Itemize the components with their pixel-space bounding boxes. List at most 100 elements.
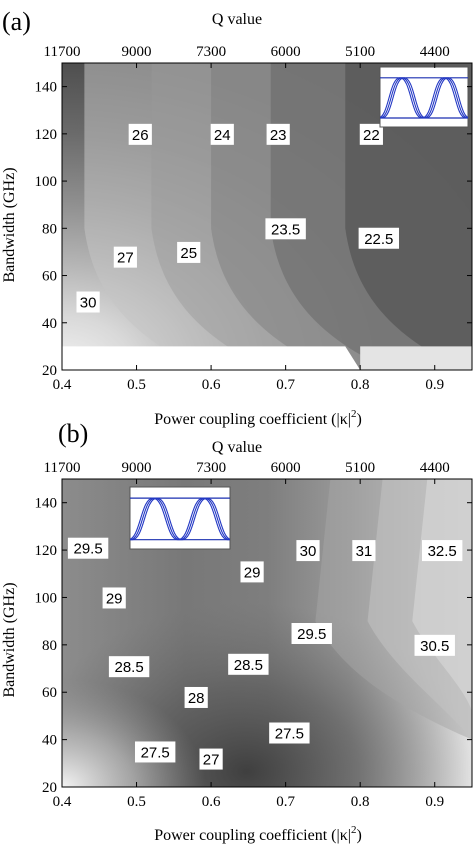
axes: 0.4 0.5 0.6 0.7 0.8 0.9 11700 9000 7300 6000 5100 4… [35, 460, 473, 810]
top-tick-label: 6000 [271, 44, 301, 60]
top-tick-label: 9000 [122, 44, 152, 60]
contour-label-box [296, 540, 320, 562]
y-tick-label: 60 [42, 269, 57, 285]
contour-label: 27 [113, 246, 137, 268]
y-axis-title: Bandwidth (GHz) [1, 167, 18, 282]
plot-frame [61, 478, 473, 788]
contour-label: 30 [76, 291, 100, 313]
top-tick-label: 5100 [345, 460, 375, 476]
contour-label-box [358, 227, 400, 249]
y-tick-label: 100 [35, 590, 58, 606]
panel-label: (b) [58, 419, 88, 448]
x-axis-title-text: Power coupling coefficient (|κ| [154, 827, 351, 844]
x-tick-label: 0.7 [276, 794, 295, 810]
y-tick-label: 80 [42, 638, 57, 654]
x-tick-label: 0.5 [127, 377, 146, 393]
contour-label-box [266, 123, 290, 145]
contour-label-box [352, 540, 376, 562]
contour-label: 30.5 [414, 634, 455, 656]
contour-label-text: 26 [132, 127, 149, 144]
contour-label-text: 27 [117, 250, 134, 267]
plot-frame [61, 62, 473, 371]
contour-label-text: 28 [188, 690, 205, 707]
contour-label-box [108, 656, 150, 678]
top-tick-label: 9000 [122, 460, 152, 476]
y-tick-label: 140 [35, 80, 58, 96]
contour-label: 30 [296, 540, 320, 562]
x-axis-title: Power coupling coefficient (|κ|2) [154, 824, 362, 844]
contour-label: 29.5 [67, 537, 109, 559]
contour-label-box [134, 741, 176, 763]
contour-label: 25 [177, 241, 201, 263]
eye-trace [380, 77, 468, 119]
x-tick-label: 0.7 [276, 377, 295, 393]
contour-label-text: 27.5 [141, 744, 170, 761]
top-tick-label: 11700 [44, 460, 81, 476]
contour-labels: 29.5 29 28.5 28 28.5 29 27.5 27 27.5 29.5 30 31 30.5… [67, 537, 463, 770]
contour-label-box [265, 218, 306, 240]
x-axis-title-text: Power coupling coefficient (|κ| [154, 411, 351, 428]
contour-labels: 30 27 26 25 24 23.5 23 22.5 22 [76, 123, 400, 313]
top-axis-title: Q value [212, 11, 262, 28]
y-tick-label: 140 [35, 496, 58, 512]
top-axis-title: Q value [212, 439, 262, 456]
x-axis-title-sup: 2 [351, 824, 357, 836]
eye-diagram-inset [129, 486, 231, 550]
contour-label-text: 31 [356, 543, 373, 560]
contour-label: 29 [102, 587, 126, 609]
x-axis-title-close: ) [356, 411, 361, 428]
contour-label-text: 29.5 [297, 626, 326, 643]
contour-label-text: 29.5 [73, 541, 102, 558]
contour-label-box [177, 241, 201, 263]
contour-label-text: 28.5 [114, 659, 143, 676]
top-tick-label: 7300 [196, 460, 226, 476]
contour-label: 28 [184, 686, 208, 708]
y-tick-label: 120 [35, 127, 58, 143]
contour-label-text: 27.5 [275, 726, 304, 743]
axes: 0.4 0.5 0.6 0.7 0.8 0.9 11700 9000 7300 6000 5100 4… [35, 44, 473, 393]
contour-label: 28.5 [228, 653, 269, 675]
contour-label-box [210, 123, 234, 145]
contour-label-text: 22 [363, 127, 380, 144]
contour-label-text: 30 [300, 543, 317, 560]
top-tick-label: 4400 [420, 44, 450, 60]
contour-label-text: 32.5 [428, 543, 457, 560]
inset-frame [129, 486, 231, 550]
contour-label: 26 [128, 123, 152, 145]
contour-label-text: 29 [106, 590, 123, 607]
contour-label-text: 30 [80, 295, 97, 312]
contour-label: 27 [199, 748, 223, 770]
y-tick-label: 20 [42, 780, 57, 796]
x-axis-title-close: ) [356, 827, 361, 844]
light-region [360, 346, 472, 370]
x-tick-label: 0.6 [202, 377, 221, 393]
contour-label-box [269, 722, 310, 744]
eye-diagram-inset [379, 66, 469, 128]
contour-label: 22.5 [358, 227, 400, 249]
contour-label-text: 27 [203, 752, 220, 769]
x-tick-label: 0.6 [202, 794, 221, 810]
contour-label-box [113, 246, 137, 268]
contour-label-text: 30.5 [420, 638, 449, 655]
contour-label: 24 [210, 123, 234, 145]
eye-traces [380, 77, 468, 119]
top-tick-label: 5100 [345, 44, 375, 60]
contour-label-box [291, 623, 332, 644]
x-tick-label: 0.5 [127, 794, 146, 810]
eye-traces [130, 497, 230, 541]
contour-label-text: 23.5 [271, 221, 300, 238]
contour-label-box [240, 561, 264, 583]
contour-label-box [102, 587, 126, 609]
x-tick-label: 0.9 [425, 377, 444, 393]
y-tick-label: 40 [42, 733, 57, 749]
top-tick-label: 4400 [420, 460, 450, 476]
top-tick-label: 11700 [44, 44, 81, 60]
contour-label: 22 [359, 123, 383, 145]
y-tick-label: 100 [35, 174, 58, 190]
contour-label: 29.5 [291, 623, 332, 644]
contour-label-box [76, 291, 100, 313]
contour-label: 23 [266, 123, 290, 145]
top-tick-label: 7300 [196, 44, 226, 60]
contour-label: 31 [352, 540, 376, 562]
